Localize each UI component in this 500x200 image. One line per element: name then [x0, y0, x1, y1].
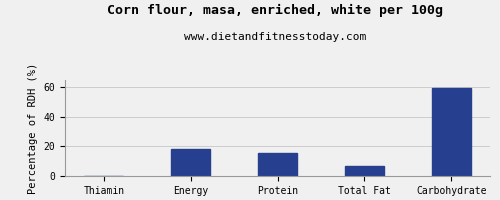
Bar [171, 149, 210, 176]
Bar [432, 88, 470, 176]
Bar [345, 166, 384, 176]
Y-axis label: Percentage of RDH (%): Percentage of RDH (%) [28, 62, 38, 194]
Text: Corn flour, masa, enriched, white per 100g: Corn flour, masa, enriched, white per 10… [107, 4, 443, 17]
Text: www.dietandfitnesstoday.com: www.dietandfitnesstoday.com [184, 32, 366, 42]
Bar [258, 153, 297, 176]
